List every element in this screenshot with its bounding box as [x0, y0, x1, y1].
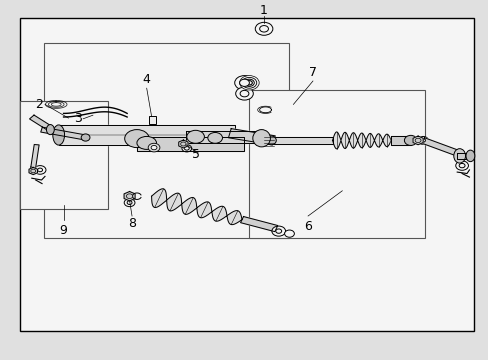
- Circle shape: [38, 168, 42, 172]
- Circle shape: [275, 229, 281, 233]
- Circle shape: [240, 90, 248, 97]
- Text: 9: 9: [60, 224, 67, 237]
- Circle shape: [420, 139, 425, 142]
- Bar: [20, 18, 473, 331]
- Circle shape: [184, 147, 189, 150]
- Ellipse shape: [53, 125, 64, 145]
- Polygon shape: [390, 136, 410, 145]
- Polygon shape: [151, 189, 242, 225]
- Text: 1: 1: [260, 4, 267, 17]
- Ellipse shape: [266, 136, 276, 145]
- Polygon shape: [178, 140, 188, 148]
- Text: 2: 2: [35, 98, 43, 111]
- Ellipse shape: [453, 149, 465, 163]
- Circle shape: [180, 142, 185, 146]
- Circle shape: [455, 161, 468, 170]
- Ellipse shape: [124, 130, 149, 148]
- Polygon shape: [420, 138, 458, 156]
- Circle shape: [284, 230, 294, 237]
- Circle shape: [244, 79, 254, 86]
- Polygon shape: [268, 137, 332, 144]
- Circle shape: [417, 136, 427, 144]
- Ellipse shape: [137, 136, 156, 149]
- Circle shape: [271, 226, 285, 236]
- Polygon shape: [29, 167, 38, 175]
- Ellipse shape: [404, 135, 416, 145]
- Circle shape: [239, 79, 249, 86]
- Text: 4: 4: [142, 73, 150, 86]
- Circle shape: [124, 199, 135, 207]
- Ellipse shape: [465, 150, 474, 162]
- Polygon shape: [185, 131, 259, 143]
- Circle shape: [126, 194, 132, 199]
- Circle shape: [259, 26, 268, 32]
- Circle shape: [414, 138, 420, 143]
- Circle shape: [148, 143, 160, 152]
- Text: 3: 3: [74, 112, 82, 125]
- Polygon shape: [59, 125, 234, 145]
- Circle shape: [255, 22, 272, 35]
- Text: 6: 6: [304, 220, 311, 233]
- Bar: [44, 43, 288, 238]
- Polygon shape: [456, 153, 468, 159]
- Circle shape: [34, 166, 46, 174]
- Polygon shape: [31, 144, 39, 168]
- Ellipse shape: [81, 134, 90, 141]
- Text: 8: 8: [128, 217, 136, 230]
- Circle shape: [458, 163, 464, 168]
- Polygon shape: [41, 127, 86, 140]
- Text: 7: 7: [308, 66, 316, 78]
- Polygon shape: [29, 115, 51, 130]
- Ellipse shape: [186, 130, 204, 143]
- Circle shape: [234, 76, 254, 90]
- Polygon shape: [240, 217, 277, 231]
- Circle shape: [242, 77, 256, 88]
- Polygon shape: [228, 129, 275, 145]
- Polygon shape: [124, 192, 135, 201]
- Polygon shape: [412, 136, 422, 145]
- Ellipse shape: [207, 132, 222, 143]
- Bar: [20, 101, 107, 209]
- Circle shape: [246, 81, 252, 85]
- Bar: [149, 116, 156, 124]
- Circle shape: [31, 169, 36, 173]
- Circle shape: [235, 87, 253, 100]
- Circle shape: [239, 76, 259, 90]
- Circle shape: [151, 145, 157, 150]
- Polygon shape: [137, 137, 244, 151]
- Circle shape: [127, 201, 132, 204]
- Bar: [249, 90, 425, 238]
- Polygon shape: [332, 132, 390, 149]
- Circle shape: [182, 145, 191, 152]
- Text: 5: 5: [191, 148, 199, 161]
- Ellipse shape: [46, 125, 54, 135]
- Ellipse shape: [252, 130, 270, 147]
